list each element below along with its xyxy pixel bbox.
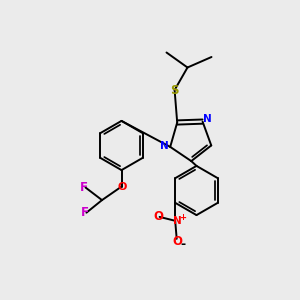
Text: N: N [203,114,212,124]
Text: O: O [153,210,163,224]
Text: S: S [170,83,179,97]
Text: +: + [179,213,186,222]
Text: O: O [117,182,127,192]
Text: N: N [160,141,169,151]
Text: O: O [172,235,182,248]
Text: N: N [172,216,182,226]
Text: F: F [81,206,89,219]
Text: -: - [180,238,185,251]
Text: F: F [80,181,88,194]
